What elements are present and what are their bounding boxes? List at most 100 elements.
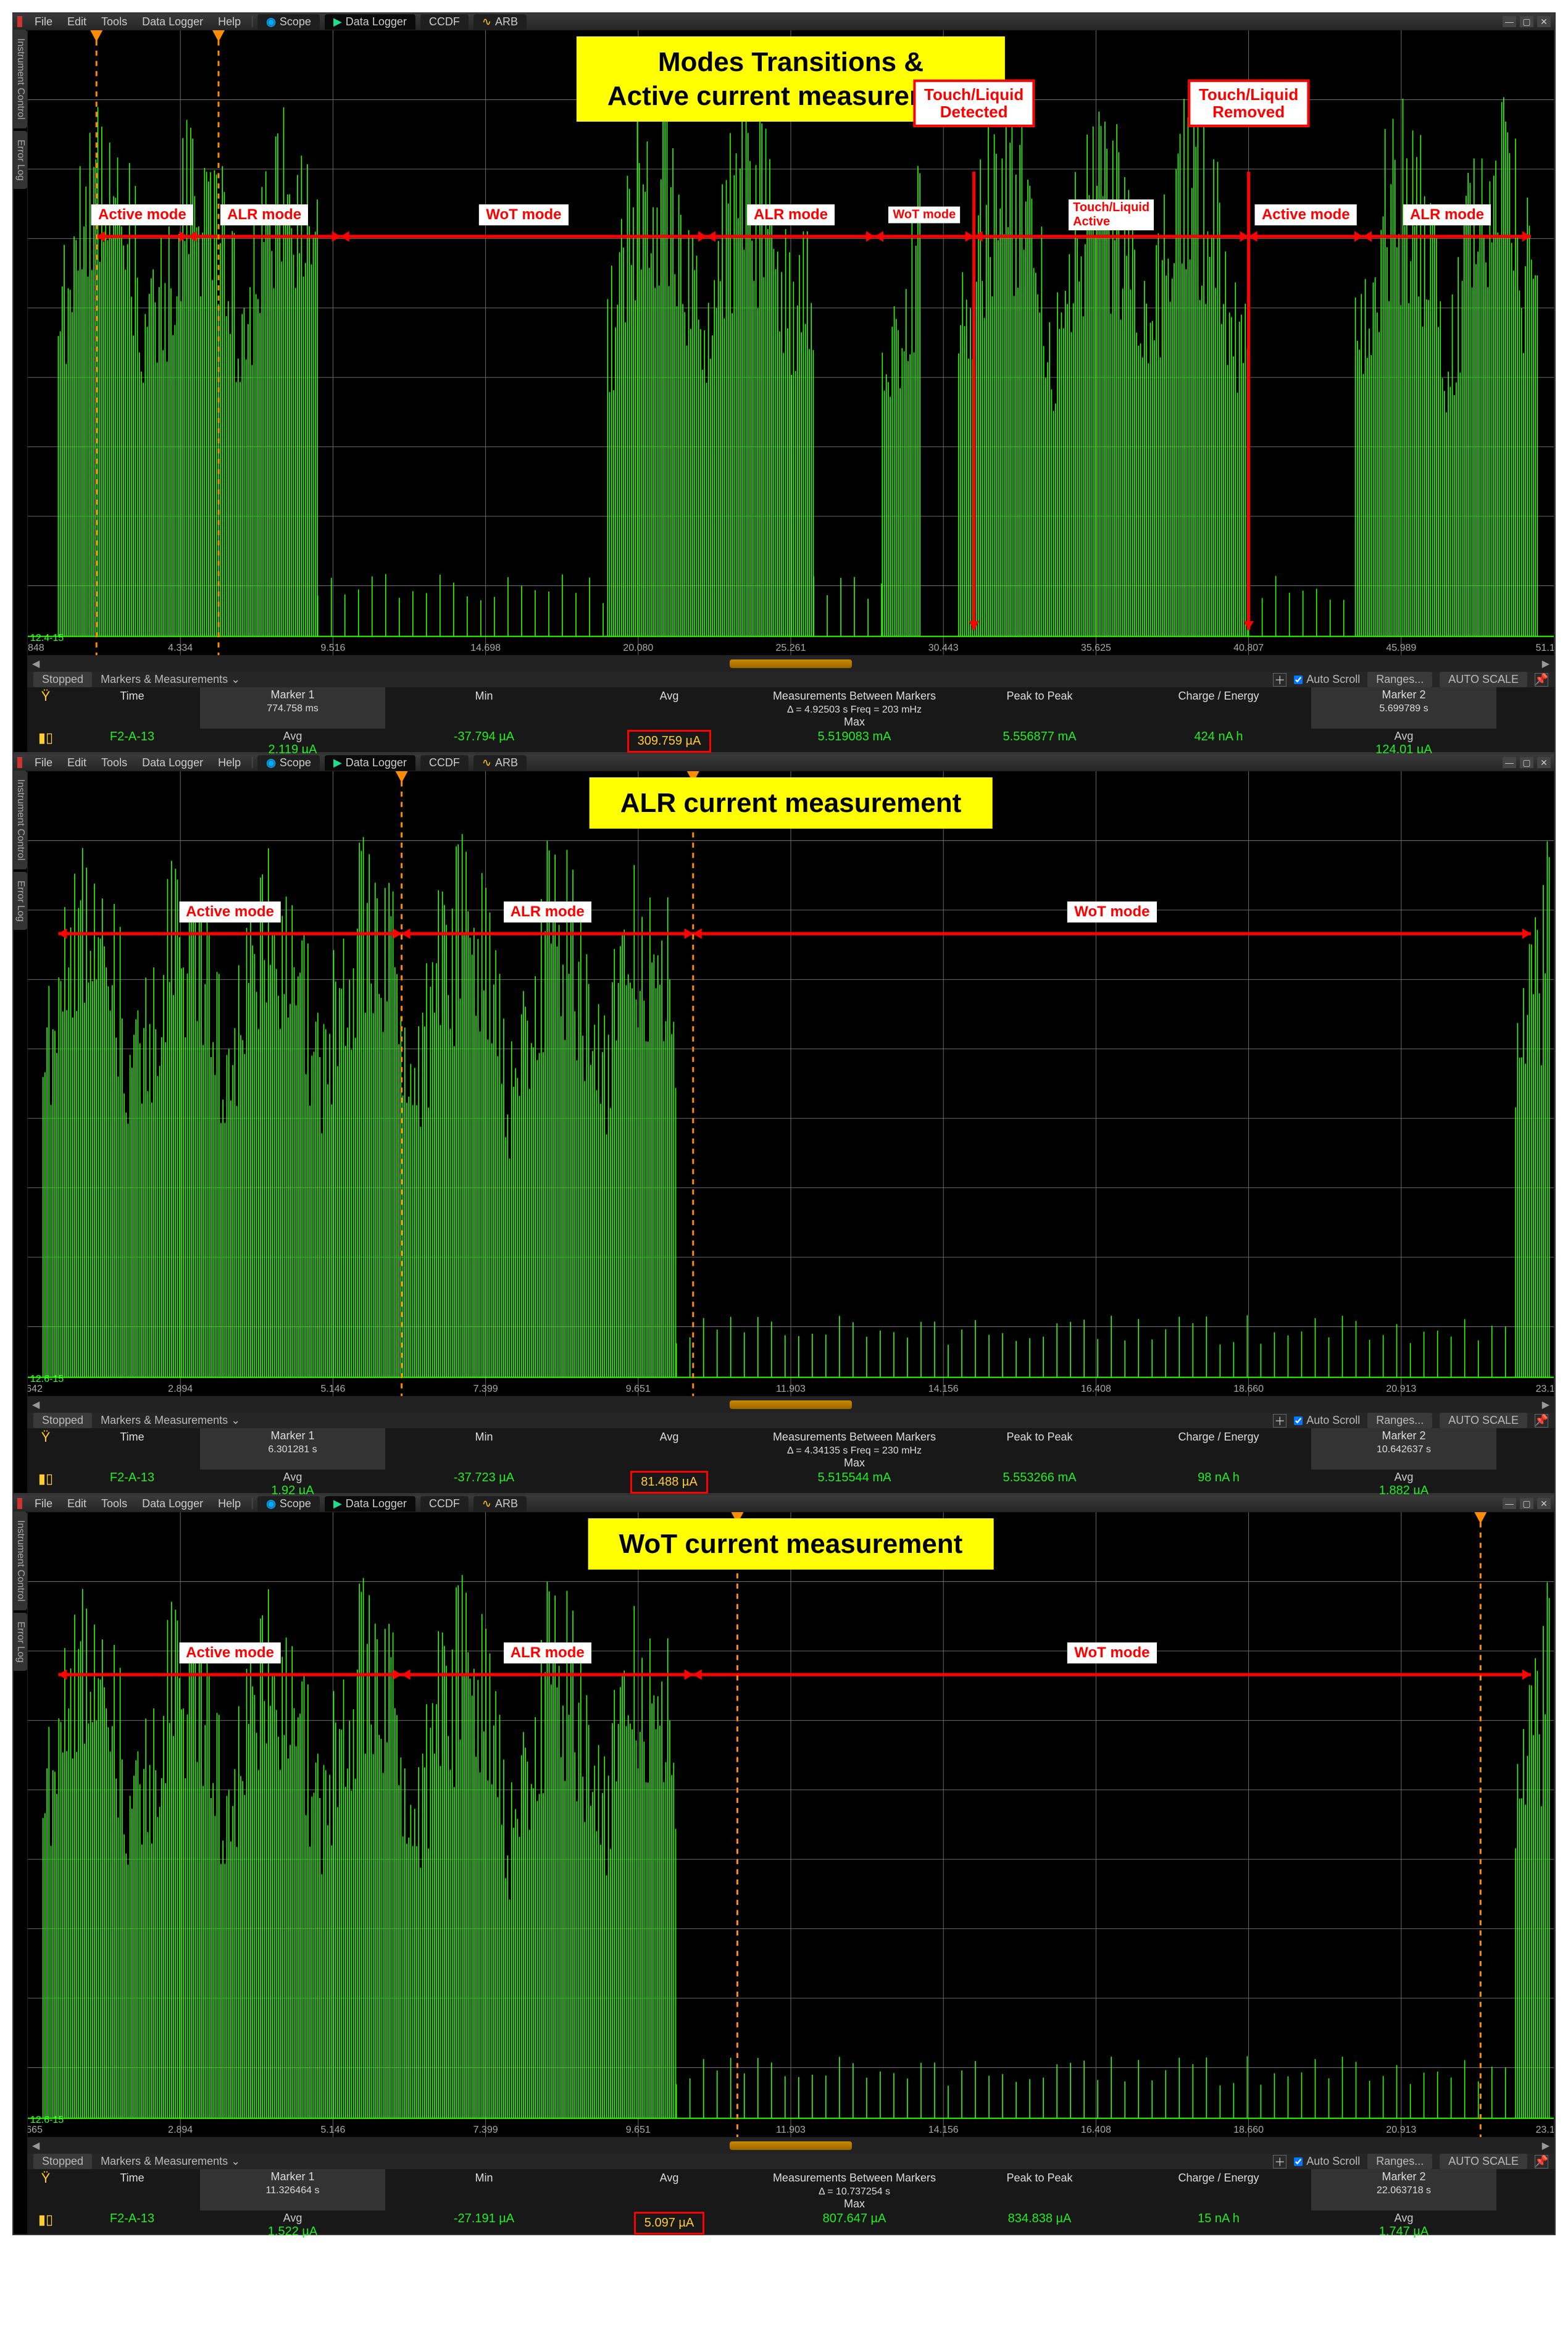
scroll-thumb[interactable] (730, 659, 852, 668)
add-button[interactable]: ＋ (1273, 1414, 1287, 1428)
sidetab-error-log[interactable]: Error Log (14, 872, 27, 931)
y-tick: 12.6-15 (30, 2115, 64, 2126)
segment-label: WoT mode (888, 206, 960, 223)
tab-arb[interactable]: ∿ARB (473, 14, 527, 30)
close-button[interactable]: ✕ (1537, 757, 1551, 768)
scroll-right[interactable]: ▶ (1537, 2140, 1554, 2152)
tab-ccdf[interactable]: CCDF (420, 14, 469, 30)
close-button[interactable]: ✕ (1537, 1498, 1551, 1509)
add-button[interactable]: ＋ (1273, 673, 1287, 687)
x-tick: 20.913 (1386, 1384, 1416, 1395)
autoscroll-check[interactable]: Auto Scroll (1294, 2155, 1360, 2168)
col-max: Measurements Between MarkersΔ = 4.92503 … (768, 687, 941, 729)
ranges-button[interactable]: Ranges... (1367, 1413, 1432, 1428)
play-icon: ▶ (333, 1497, 342, 1510)
x-tick: 23.189 (1536, 2125, 1554, 2136)
scope-svg (28, 30, 1554, 655)
menu-help[interactable]: Help (212, 755, 247, 771)
scroll-left[interactable]: ◀ (27, 2140, 44, 2152)
minimize-button[interactable]: — (1503, 757, 1516, 768)
sidetab-error-log[interactable]: Error Log (14, 1613, 27, 1671)
source-badge[interactable]: ▮▯ (27, 2211, 64, 2239)
menu-data-logger[interactable]: Data Logger (136, 1496, 209, 1512)
menu-tools[interactable]: Tools (95, 1496, 133, 1512)
add-button[interactable]: ＋ (1273, 2155, 1287, 2169)
scope-area[interactable]: WoT current measurementActive modeALR mo… (27, 1512, 1554, 2138)
tab-label: Data Logger (346, 756, 407, 769)
ranges-button[interactable]: Ranges... (1367, 2154, 1432, 2169)
source-icon[interactable]: Ÿ (27, 687, 64, 729)
autoscale-button[interactable]: AUTO SCALE (1440, 1413, 1527, 1428)
side-tabs: Instrument Control Error Log (14, 1512, 27, 2148)
x-tick: -0.848 (27, 643, 44, 654)
sidetab-error-log[interactable]: Error Log (14, 131, 27, 190)
maximize-button[interactable]: ▢ (1520, 1498, 1533, 1509)
x-tick: 18.660 (1233, 1384, 1264, 1395)
tab-data-logger[interactable]: ▶Data Logger (325, 14, 415, 30)
menu-data-logger[interactable]: Data Logger (136, 755, 209, 771)
x-tick: 4.334 (168, 643, 193, 654)
menu-edit[interactable]: Edit (61, 14, 93, 30)
timeline-scroll[interactable]: ◀▶ (27, 1397, 1554, 1413)
menu-help[interactable]: Help (212, 14, 247, 30)
sidetab-instrument-control[interactable]: Instrument Control (14, 30, 27, 128)
sidetab-instrument-control[interactable]: Instrument Control (14, 1512, 27, 1610)
menu-help[interactable]: Help (212, 1496, 247, 1512)
tab-ccdf[interactable]: CCDF (420, 1496, 469, 1512)
scroll-right[interactable]: ▶ (1537, 1399, 1554, 1411)
minimize-button[interactable]: — (1503, 1498, 1516, 1509)
menu-tools[interactable]: Tools (95, 755, 133, 771)
side-tabs: Instrument Control Error Log (14, 771, 27, 1407)
tab-scope[interactable]: ◉Scope (257, 1496, 320, 1512)
menu-tools[interactable]: Tools (95, 14, 133, 30)
scroll-thumb[interactable] (730, 2141, 852, 2150)
col-min: Min (398, 687, 570, 729)
tab-label: Data Logger (346, 15, 407, 28)
scroll-left[interactable]: ◀ (27, 1399, 44, 1411)
footer-title: Markers & Measurements ⌄ (101, 1414, 240, 1427)
timeline-scroll[interactable]: ◀▶ (27, 2138, 1554, 2154)
scope-svg (28, 1512, 1554, 2137)
scope-icon: ◉ (266, 1497, 276, 1510)
autoscroll-check[interactable]: Auto Scroll (1294, 1414, 1360, 1427)
source-icon[interactable]: Ÿ (27, 1428, 64, 1470)
status-pill: Stopped (33, 1413, 92, 1428)
tab-data-logger[interactable]: ▶Data Logger (325, 755, 415, 771)
scope-area[interactable]: Modes Transitions & Active current measu… (27, 30, 1554, 656)
menu-file[interactable]: File (28, 755, 59, 771)
menu-edit[interactable]: Edit (61, 1496, 93, 1512)
menu-file[interactable]: File (28, 1496, 59, 1512)
wave-icon: ∿ (482, 756, 491, 769)
tab-arb[interactable]: ∿ARB (473, 1496, 527, 1512)
marker2-val: 1.747 µA (1311, 2225, 1496, 2239)
scroll-thumb[interactable] (730, 1400, 852, 1409)
menu-data-logger[interactable]: Data Logger (136, 14, 209, 30)
pin-button[interactable]: 📌 (1535, 1414, 1548, 1428)
source-icon[interactable]: Ÿ (27, 2169, 64, 2211)
tab-ccdf[interactable]: CCDF (420, 755, 469, 771)
scroll-left[interactable]: ◀ (27, 658, 44, 670)
autoscroll-check[interactable]: Auto Scroll (1294, 673, 1360, 686)
x-tick: 0.642 (27, 1384, 43, 1395)
pin-button[interactable]: 📌 (1535, 2155, 1548, 2169)
tab-scope[interactable]: ◉Scope (257, 14, 320, 30)
scroll-right[interactable]: ▶ (1537, 658, 1554, 670)
ranges-button[interactable]: Ranges... (1367, 672, 1432, 687)
autoscale-button[interactable]: AUTO SCALE (1440, 672, 1527, 687)
pin-button[interactable]: 📌 (1535, 673, 1548, 687)
tab-scope[interactable]: ◉Scope (257, 755, 320, 771)
close-button[interactable]: ✕ (1537, 16, 1551, 27)
tab-data-logger[interactable]: ▶Data Logger (325, 1496, 415, 1512)
minimize-button[interactable]: — (1503, 16, 1516, 27)
autoscale-button[interactable]: AUTO SCALE (1440, 2154, 1527, 2169)
maximize-button[interactable]: ▢ (1520, 16, 1533, 27)
tab-arb[interactable]: ∿ARB (473, 755, 527, 771)
segment-label: WoT mode (1067, 1642, 1156, 1663)
x-tick: 0.665 (27, 2125, 43, 2136)
menu-edit[interactable]: Edit (61, 755, 93, 771)
timeline-scroll[interactable]: ◀▶ (27, 656, 1554, 672)
menu-file[interactable]: File (28, 14, 59, 30)
scope-area[interactable]: ALR current measurementActive modeALR mo… (27, 771, 1554, 1397)
sidetab-instrument-control[interactable]: Instrument Control (14, 771, 27, 869)
maximize-button[interactable]: ▢ (1520, 757, 1533, 768)
